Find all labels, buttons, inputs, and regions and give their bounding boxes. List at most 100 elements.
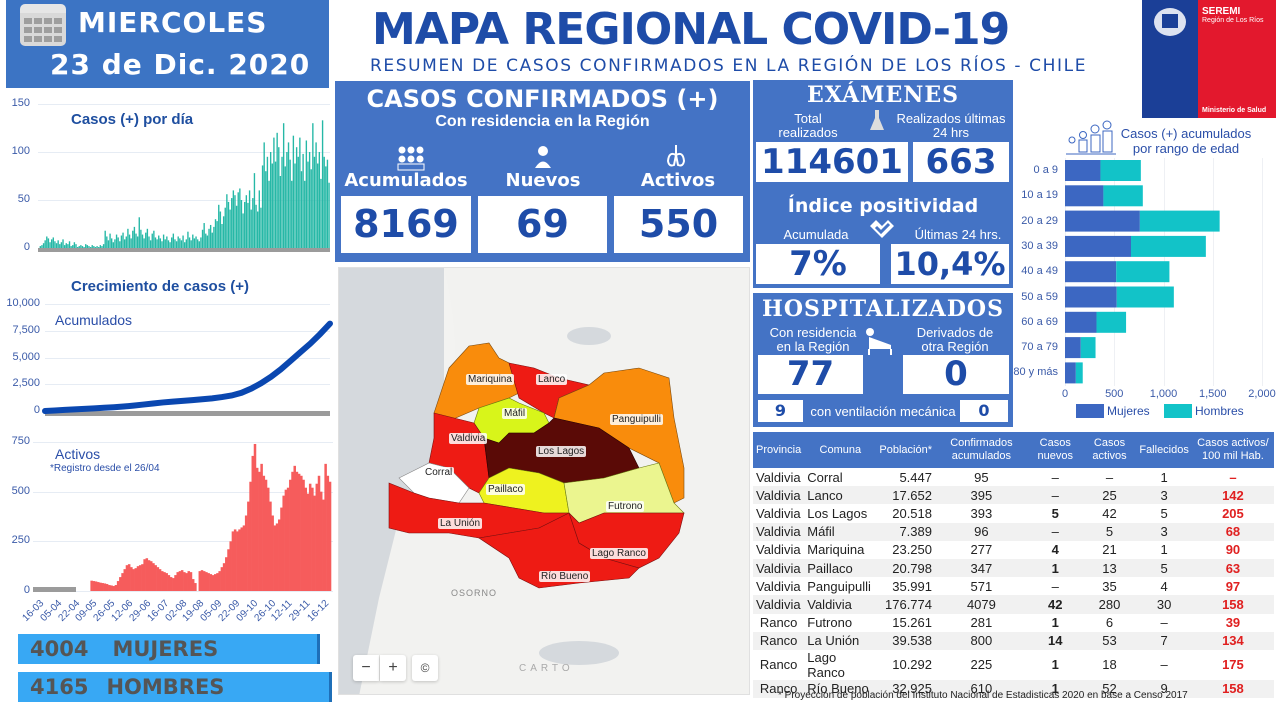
- daily-bar: [205, 233, 207, 248]
- daily-bars: [38, 120, 330, 252]
- mujeres-bar: 4004 MUJERES: [18, 634, 320, 664]
- daily-bar: [260, 207, 262, 248]
- active-bar: [136, 566, 140, 591]
- daily-bar: [182, 235, 184, 248]
- active-bar: [308, 483, 312, 591]
- daily-bar: [289, 159, 291, 248]
- table-cell: Valdivia: [753, 595, 805, 614]
- daily-bar: [211, 232, 213, 248]
- active-bar: [271, 515, 274, 591]
- table-cell: Ranco: [759, 615, 798, 631]
- table-cell: Ranco: [753, 679, 805, 699]
- daily-bar: [255, 204, 257, 248]
- active-bar: [169, 577, 173, 591]
- daily-bar: [149, 240, 152, 248]
- active-bar: [313, 495, 316, 591]
- active-bar: [152, 563, 155, 591]
- age-bar-hombres: [1116, 261, 1170, 283]
- table-cell: 134: [1191, 631, 1274, 650]
- table-cell: 1: [1160, 542, 1168, 558]
- table-cell: 20.798: [876, 558, 935, 578]
- table-cell: Valdivia: [753, 522, 805, 541]
- table-cell: 4: [1160, 578, 1168, 594]
- coat-of-arms-icon: [1142, 0, 1198, 118]
- daily-bar: [320, 178, 322, 248]
- table-footnote: * Proyección de población del Instituto …: [778, 690, 1188, 701]
- table-row: Valdivia Mariquina 23.250 277 4 21 1 90: [753, 541, 1274, 559]
- nuevos-value: 69: [478, 196, 607, 253]
- table-cell: 277: [970, 542, 993, 558]
- table-row: Valdivia Máfil 7.389 96–5 3 68: [753, 522, 1274, 541]
- active-bar: [178, 571, 182, 591]
- daily-bar: [117, 237, 119, 248]
- gridline: [45, 384, 330, 386]
- active-bar: [216, 573, 219, 591]
- daily-bar: [299, 137, 301, 248]
- daily-bar: [250, 209, 252, 248]
- daily-bar: [294, 163, 296, 248]
- daily-bar: [263, 142, 265, 248]
- column-header: Casos nuevos: [1027, 432, 1083, 468]
- weekday: MIERCOLES: [78, 6, 268, 39]
- active-bar: [251, 455, 255, 591]
- gridline: [38, 104, 330, 105]
- attribution-button[interactable]: ©: [412, 655, 438, 681]
- daily-bar: [46, 236, 48, 248]
- daily-bar: [300, 171, 303, 248]
- daily-bar: [239, 188, 241, 248]
- daily-bar: [304, 180, 306, 248]
- daily-bar: [47, 238, 50, 248]
- legend-mujeres-swatch: [1076, 404, 1104, 418]
- age-chart-title: Casos (+) acumulados por rango de edad: [1120, 126, 1252, 156]
- table-cell: 68: [1191, 522, 1274, 541]
- table-cell: 395: [935, 486, 1028, 505]
- ultimas-value: 10,4%: [891, 244, 1009, 284]
- active-bar: [231, 531, 235, 591]
- hospitalizados-panel: HOSPITALIZADOS Con residencia en la Regi…: [753, 293, 1013, 427]
- daily-bar: [96, 246, 98, 248]
- active-bar: [185, 573, 188, 591]
- daily-bar: [234, 195, 236, 248]
- cumulative-chart-title: Crecimiento de casos (+): [71, 278, 249, 295]
- table-row: Ranco Futrono 15.261 281 1 6 – 39: [753, 614, 1274, 632]
- daily-bar: [52, 237, 54, 248]
- daily-bar: [111, 238, 113, 248]
- daily-bar: [68, 241, 71, 248]
- age-bar-mujeres: [1065, 160, 1101, 181]
- confirmed-subtitle: Con residencia en la Región: [435, 113, 650, 130]
- region-rio-bueno: [478, 512, 640, 589]
- examenes-title: EXÁMENES: [806, 82, 959, 108]
- daily-bar: [312, 123, 314, 248]
- column-header: Población*: [876, 432, 935, 468]
- comuna-label: Lago Ranco: [590, 548, 648, 559]
- active-bar: [322, 499, 325, 591]
- active-bar: [306, 493, 310, 591]
- daily-bar: [171, 237, 173, 248]
- daily-bar: [269, 152, 272, 248]
- daily-bar: [169, 242, 171, 248]
- table-cell: 5: [1051, 505, 1059, 521]
- table-row: Ranco Lago Ranco 10.292 225 1 18 – 175: [753, 650, 1274, 680]
- active-bar: [99, 582, 102, 591]
- daily-bar: [232, 190, 235, 248]
- daily-bar: [287, 142, 290, 248]
- active-bar: [319, 491, 323, 591]
- daily-bar: [42, 243, 45, 248]
- table-cell: 5: [1160, 505, 1168, 521]
- daily-bar: [222, 216, 225, 248]
- table-cell: 142: [1191, 486, 1274, 505]
- zoom-out-button[interactable]: −: [353, 655, 379, 681]
- daily-bar: [318, 152, 321, 248]
- table-cell: Lago Ranco: [807, 649, 845, 680]
- daily-bar: [44, 240, 46, 248]
- gridline: [1212, 158, 1214, 386]
- daily-bar: [190, 240, 192, 248]
- active-bar: [147, 560, 151, 591]
- regional-map[interactable]: Mariquina Lanco Máfil Panguipulli Valdivia Lo…: [338, 267, 750, 695]
- table-cell: 63: [1191, 558, 1274, 578]
- zoom-in-button[interactable]: +: [380, 655, 406, 681]
- age-category-label: 10 a 19: [1021, 189, 1058, 202]
- mujeres-label: MUJERES: [112, 637, 219, 661]
- logo-ministerio: Ministerio de Salud: [1202, 107, 1267, 114]
- active-bar: [114, 585, 118, 591]
